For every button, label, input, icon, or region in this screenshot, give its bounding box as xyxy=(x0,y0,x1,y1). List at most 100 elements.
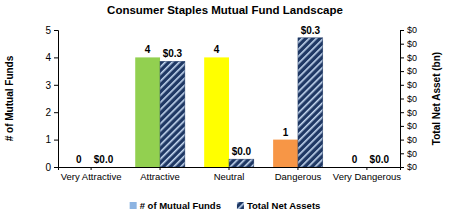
y2-tick-mark xyxy=(400,44,404,45)
data-label: $0.0 xyxy=(94,154,114,165)
y2-axis-title: Total Net Asset (bn) xyxy=(431,52,442,145)
y2-tick-label: $0 xyxy=(407,53,417,63)
legend: # of Mutual Funds Total Net Assets xyxy=(130,200,321,211)
chart: Consumer Staples Mutual Fund Landscape01… xyxy=(0,0,450,213)
legend-swatch xyxy=(130,202,137,209)
y-tick-mark xyxy=(54,30,58,31)
x-axis: Very Attractive Attractive Neutral Dangerou… xyxy=(59,167,402,182)
data-label: $0.3 xyxy=(301,25,321,36)
x-tick-mark xyxy=(91,167,92,170)
y2-tick-mark xyxy=(400,30,404,31)
y-tick-mark xyxy=(54,85,58,86)
y-tick-label: 0 xyxy=(45,162,51,173)
data-label: 0 xyxy=(352,154,358,165)
y2-tick-mark xyxy=(400,71,404,72)
y2-axis: $0 $0 $0 $0 $0 $0 $0 $0 $0 $0 $0 xyxy=(400,25,417,172)
bar xyxy=(91,167,116,168)
bar xyxy=(273,140,298,167)
y2-tick-label: $0 xyxy=(407,149,417,159)
x-tick: Dangerous xyxy=(275,167,322,182)
y2-tick-mark xyxy=(400,112,404,113)
bar xyxy=(204,57,229,167)
y2-tick-label: $0 xyxy=(407,121,417,131)
bar xyxy=(367,167,392,168)
x-tick: Neutral xyxy=(214,167,245,182)
legend-label: # of Mutual Funds xyxy=(140,200,221,211)
y-tick-label: 3 xyxy=(45,80,51,91)
x-tick: Very Dangerous xyxy=(333,167,401,182)
y2-tick-label: $0 xyxy=(407,94,417,104)
data-label: 4 xyxy=(145,44,151,55)
x-tick-label: Attractive xyxy=(140,171,180,182)
bar xyxy=(298,38,323,167)
data-label: $0.3 xyxy=(163,48,183,59)
data-label: 4 xyxy=(214,44,220,55)
y-tick-label: 2 xyxy=(45,107,51,118)
y2-tick: $0 xyxy=(400,25,417,35)
y2-tick-label: $0 xyxy=(407,80,417,90)
x-tick-mark xyxy=(160,167,161,170)
y2-tick-mark xyxy=(400,140,404,141)
y2-tick-label: $0 xyxy=(407,66,417,76)
data-label: 0 xyxy=(76,154,82,165)
data-labels: 0 4 4 1 0 $0.0 $0.3 $0.0 $0.3 $0.0 xyxy=(76,25,390,165)
bar xyxy=(66,167,91,168)
y-axis-title: # of Mutual Funds xyxy=(4,55,15,141)
legend-item: Total Net Assets xyxy=(237,200,320,211)
data-label: $0.0 xyxy=(370,154,390,165)
y2-tick: $0 xyxy=(400,80,417,90)
bars xyxy=(135,38,323,167)
data-label: 1 xyxy=(283,127,289,138)
legend-label: Total Net Assets xyxy=(247,200,320,211)
y2-tick-label: $0 xyxy=(407,25,417,35)
y2-tick-mark xyxy=(400,85,404,86)
x-axis-line xyxy=(59,168,401,171)
y-tick: 0 xyxy=(45,162,58,173)
y-tick: 1 xyxy=(45,134,58,145)
y-tick: 5 xyxy=(45,25,58,36)
y2-tick: $0 xyxy=(400,66,417,76)
y-tick-label: 5 xyxy=(45,25,51,36)
y2-tick-mark xyxy=(400,153,404,154)
bar xyxy=(160,61,185,167)
x-tick: Very Attractive xyxy=(61,167,122,182)
y-axis-line xyxy=(54,31,59,168)
y2-tick-mark xyxy=(400,126,404,127)
y2-tick: $0 xyxy=(400,162,417,172)
y2-tick: $0 xyxy=(400,135,417,145)
y2-tick-label: $0 xyxy=(407,162,417,172)
x-tick-mark xyxy=(297,167,298,170)
legend-swatch xyxy=(237,202,244,209)
y2-axis-line xyxy=(401,31,405,168)
y2-tick: $0 xyxy=(400,108,417,118)
y-tick: 3 xyxy=(45,80,58,91)
y-tick-mark xyxy=(54,140,58,141)
x-tick-label: Neutral xyxy=(214,171,245,182)
x-tick-mark xyxy=(229,167,230,170)
x-tick: Attractive xyxy=(140,167,180,182)
y2-tick-label: $0 xyxy=(407,135,417,145)
y-tick: 2 xyxy=(45,107,58,118)
bar xyxy=(229,159,254,167)
bar xyxy=(342,167,367,168)
bar xyxy=(135,57,160,167)
y2-tick-mark xyxy=(400,99,404,100)
y2-tick-mark xyxy=(400,57,404,58)
x-tick-mark xyxy=(366,167,367,170)
y-tick-label: 1 xyxy=(45,134,51,145)
x-tick-label: Very Dangerous xyxy=(333,171,401,182)
y2-tick: $0 xyxy=(400,121,417,131)
y2-tick-label: $0 xyxy=(407,108,417,118)
y2-tick: $0 xyxy=(400,149,417,159)
data-label: $0.0 xyxy=(232,146,252,157)
y-tick-mark xyxy=(54,112,58,113)
y2-tick: $0 xyxy=(400,53,417,63)
legend-item: # of Mutual Funds xyxy=(130,200,221,211)
y2-tick: $0 xyxy=(400,94,417,104)
y2-tick: $0 xyxy=(400,39,417,49)
y-tick: 4 xyxy=(45,52,58,63)
x-tick-label: Very Attractive xyxy=(61,171,122,182)
y-tick-mark xyxy=(54,167,58,168)
y-tick-mark xyxy=(54,57,58,58)
x-tick-label: Dangerous xyxy=(275,171,322,182)
